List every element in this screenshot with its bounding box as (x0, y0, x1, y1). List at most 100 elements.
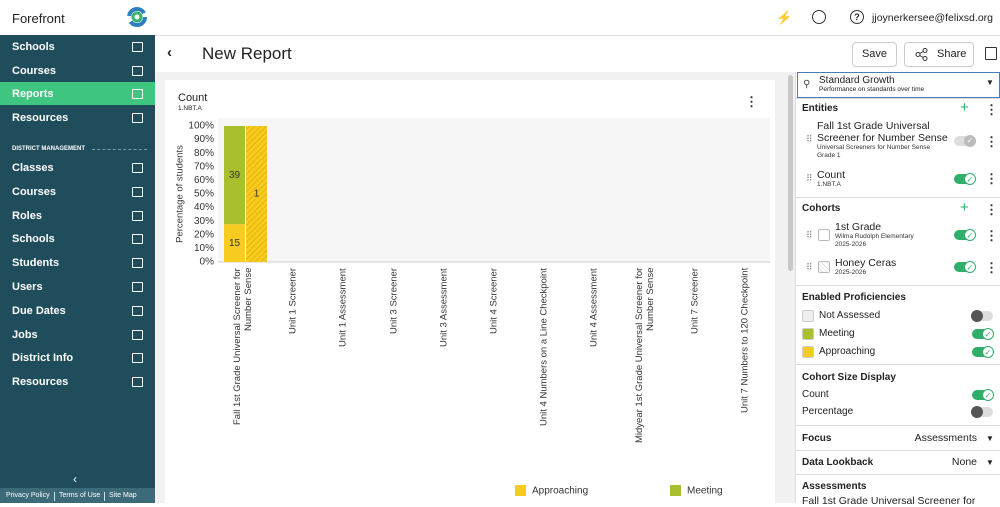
toggle-knob: ✓ (982, 389, 994, 401)
y-tick-label: 60% (194, 175, 214, 186)
x-tick-label: Unit 7 Screener (689, 268, 701, 335)
nav-item[interactable]: Due Dates (12, 304, 66, 317)
toggle[interactable]: ✓ (972, 389, 994, 401)
toggle-knob: ✓ (964, 229, 976, 241)
divider (796, 474, 1000, 475)
nav-item[interactable]: Students (12, 257, 60, 270)
legend-label: Approaching (532, 486, 588, 497)
drag-handle[interactable]: ⠿ (806, 173, 813, 183)
flash-icon[interactable]: ⚡ (776, 10, 793, 25)
help-icon[interactable]: ? (850, 10, 864, 24)
x-tick-label: Unit 4 Screener (488, 268, 500, 335)
toggle[interactable]: ✓ (954, 261, 976, 273)
section-heading: Cohorts (802, 203, 841, 214)
toggle[interactable]: ✓ (954, 135, 976, 147)
nav-icon (132, 377, 143, 388)
assessment-item: Fall 1st Grade Universal Screener for (802, 495, 976, 507)
section-rule (92, 149, 147, 150)
nav-item[interactable]: Courses (12, 64, 57, 77)
footer-sep (54, 492, 55, 501)
nav-item[interactable]: Jobs (12, 328, 38, 341)
lookback-label: Data Lookback (802, 457, 874, 468)
size-option: Count (802, 389, 829, 400)
cohort-title: 1st Grade (835, 221, 882, 233)
top-bar (0, 0, 1000, 36)
add-cohort[interactable]: + (960, 199, 969, 216)
back-button[interactable]: ‹ (167, 44, 172, 61)
dropdown-caret[interactable]: ▼ (986, 434, 994, 443)
nav-item[interactable]: Reports (12, 88, 54, 101)
footer-link[interactable]: Privacy Policy (6, 492, 50, 499)
x-tick-label: Unit 3 Assessment (438, 268, 450, 347)
toggle[interactable]: ✓ (954, 229, 976, 241)
toggle[interactable]: ✓ (972, 328, 994, 340)
dropdown-caret[interactable]: ▼ (986, 458, 994, 467)
nav-icon (132, 329, 143, 340)
entities-menu[interactable]: ⋮ (985, 102, 998, 117)
y-tick-label: 0% (200, 257, 215, 268)
lookback-value[interactable]: None (951, 456, 977, 468)
section-heading: Entities (802, 103, 839, 114)
cohort-line: Wilma Rudolph Elementary (835, 233, 914, 240)
settings-panel: ⚲ Standard Growth Performance on standar… (795, 72, 1000, 507)
report-type-title: Standard Growth (819, 75, 895, 86)
share-button[interactable]: Share (904, 42, 974, 67)
nav-item[interactable]: Courses (12, 185, 57, 198)
x-tick-label: Unit 7 Numbers to 120 Checkpoint (739, 268, 751, 414)
dropdown-caret[interactable]: ▼ (986, 78, 994, 87)
toggle-knob: ✓ (964, 261, 976, 273)
x-tick-label: Midyear 1st Grade Universal Screener for… (633, 268, 656, 444)
cohort-checkbox[interactable] (818, 261, 830, 273)
entity-menu[interactable]: ⋮ (985, 171, 998, 186)
nav-item[interactable]: Resources (12, 376, 69, 389)
panel-toggle[interactable] (985, 47, 997, 60)
proficiency-name: Approaching (819, 346, 876, 357)
toggle[interactable] (971, 310, 993, 322)
cohort-menu[interactable]: ⋮ (985, 260, 998, 275)
nav-item[interactable]: Schools (12, 41, 55, 53)
divider (796, 98, 1000, 99)
toggle-knob (971, 310, 983, 322)
chart-title: Count (178, 92, 208, 104)
save-button[interactable]: Save (852, 42, 897, 67)
nav-section: DISTRICT MANAGEMENT (12, 146, 85, 152)
nav-item[interactable]: Schools (12, 233, 55, 246)
nav-icon (132, 234, 143, 245)
chart-menu[interactable]: ⋮ (745, 94, 758, 109)
divider (796, 364, 1000, 365)
cohorts-menu[interactable]: ⋮ (985, 202, 998, 217)
report-title: New Report (202, 44, 292, 63)
entity-line: Universal Screeners for Number Sense (817, 144, 931, 151)
nav-item[interactable]: Resources (12, 112, 69, 125)
focus-value[interactable]: Assessments (914, 432, 977, 444)
cohort-checkbox[interactable] (818, 229, 830, 241)
y-tick-label: 90% (194, 134, 214, 145)
cohort-menu[interactable]: ⋮ (985, 228, 998, 243)
drag-handle[interactable]: ⠿ (806, 230, 813, 240)
collapse-button[interactable]: ‹ (73, 472, 77, 486)
footer-link[interactable]: Terms of Use (59, 492, 101, 499)
nav-item[interactable]: Classes (12, 162, 54, 174)
footer-link[interactable]: Site Map (109, 492, 137, 499)
nav-item[interactable]: Roles (12, 209, 42, 222)
legend-swatch (515, 485, 526, 496)
proficiency-name: Not Assessed (819, 310, 881, 321)
toggle[interactable]: ✓ (954, 173, 976, 185)
drag-handle[interactable]: ⠿ (806, 262, 813, 272)
nav-item[interactable]: Users (12, 281, 43, 293)
entity-menu[interactable]: ⋮ (985, 134, 998, 149)
x-tick-label: Unit 1 Assessment (337, 268, 349, 347)
toggle[interactable]: ✓ (972, 346, 994, 358)
nav-icon (132, 282, 143, 292)
bar-segment (224, 126, 245, 225)
entity-title: Fall 1st Grade Universal Screener for Nu… (817, 120, 948, 144)
drag-handle[interactable]: ⠿ (806, 134, 813, 144)
x-tick-label: Unit 4 Assessment (588, 268, 600, 347)
section-heading: Enabled Proficiencies (802, 292, 906, 303)
add-entity[interactable]: + (960, 99, 969, 116)
toggle[interactable] (971, 406, 993, 418)
avatar-icon[interactable] (812, 10, 826, 24)
scrollbar[interactable] (788, 75, 793, 271)
chart-subtitle: 1.NBT.A (178, 105, 202, 112)
nav-item[interactable]: District Info (12, 352, 74, 365)
